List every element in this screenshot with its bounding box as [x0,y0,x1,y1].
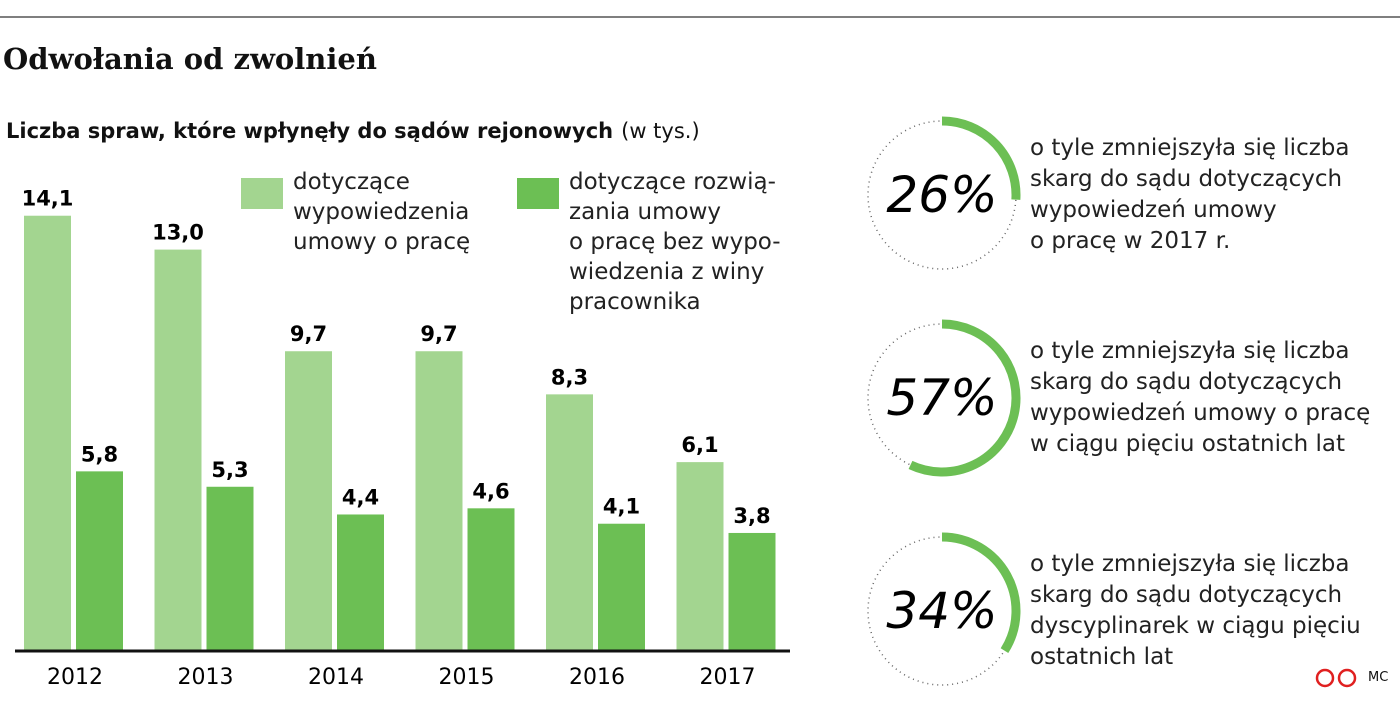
gauge-arc [908,319,1021,477]
gauge-label: 26% [886,166,997,224]
bar [337,514,384,650]
bar [206,486,254,650]
value-label: 4,4 [342,485,379,509]
bar [415,351,463,650]
bar [154,249,202,650]
gauge-arc [941,532,1021,654]
gauge-caption: o tyle zmniejszyła się liczba skarg do s… [1030,135,1350,254]
chart-title: Liczba spraw, które wpłynęły do sądów re… [6,119,614,143]
legend-swatch [517,178,559,209]
x-tick-label: 2014 [308,665,364,690]
value-label: 14,1 [22,187,74,211]
value-label: 9,7 [420,322,457,346]
x-tick-label: 2017 [700,665,756,690]
legend-label: dotyczące wypowiedzenia umowy o pracę [293,169,471,255]
value-label: 6,1 [681,433,718,457]
value-label: 4,1 [603,495,640,519]
page-title: Odwołania od zwolnień [3,42,377,76]
bar [285,351,332,650]
chart-title: Liczba spraw, które wpłynęły do sądów re… [6,119,700,143]
bar [728,532,776,650]
value-label: 4,6 [472,479,509,503]
value-label: 3,8 [733,504,770,528]
legend-swatch [241,178,283,209]
gauge-caption: o tyle zmniejszyła się liczba skarg do s… [1030,551,1361,670]
gauge-caption: o tyle zmniejszyła się liczba skarg do s… [1030,338,1371,457]
bar [546,394,593,650]
logo [1315,668,1335,688]
bar [676,462,724,650]
logo [1337,668,1357,688]
value-label: 8,3 [551,365,588,389]
x-tick-label: 2013 [178,665,234,690]
value-label: 5,3 [211,458,248,482]
value-label: 9,7 [290,322,327,346]
bar [598,523,645,650]
x-tick-label: 2016 [569,665,625,690]
x-tick-label: 2012 [47,665,103,690]
x-tick-label: 2015 [439,665,495,690]
gauge-label: 57% [886,369,997,427]
bar [76,471,123,650]
bar [467,508,515,650]
bar [24,215,71,650]
chart-subtitle: (w tys.) [621,119,700,143]
legend-label: dotyczące rozwią- zania umowy o pracę be… [569,169,781,315]
gauge-arc [941,116,1021,200]
gauge-label: 34% [886,582,997,640]
credit: MC [1368,670,1389,685]
value-label: 13,0 [152,221,204,245]
value-label: 5,8 [81,442,118,466]
